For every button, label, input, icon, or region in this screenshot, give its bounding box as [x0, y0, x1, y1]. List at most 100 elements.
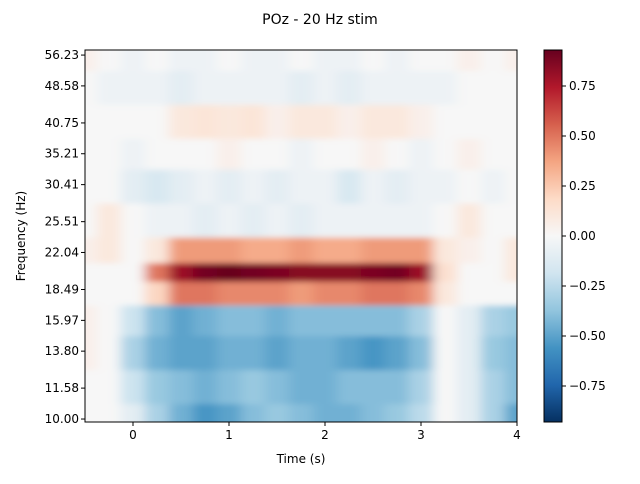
heatmap-cell	[337, 403, 362, 422]
heatmap-cell	[457, 169, 482, 204]
heatmap-cell	[409, 104, 434, 139]
heatmap-cell	[457, 304, 482, 337]
heatmap-cell	[193, 281, 218, 306]
heatmap-cell	[505, 169, 517, 204]
heatmap-cell	[385, 403, 410, 422]
heatmap-cell	[505, 203, 517, 238]
heatmap-cell	[241, 169, 266, 204]
y-axis: 10.00 11.58 13.80 15.97 18.49 22.04 25.51 30.41…	[45, 48, 85, 426]
heatmap-cell	[385, 237, 410, 264]
heatmap-cell	[337, 304, 362, 337]
heatmap-cell	[97, 169, 122, 204]
heatmap-cell	[169, 104, 194, 139]
heatmap-cell	[217, 50, 242, 71]
y-tick-label: 35.21	[45, 147, 79, 161]
heatmap-cell	[409, 262, 434, 282]
colorbar-tick-label: 0.75	[569, 79, 596, 93]
heatmap-cell	[433, 403, 458, 422]
heatmap-cell	[85, 50, 98, 71]
heatmap-cell	[289, 262, 314, 282]
heatmap-cell	[265, 104, 290, 139]
heatmap-cell	[121, 70, 146, 105]
heatmap-cell	[433, 104, 458, 139]
heatmap-cell	[289, 50, 314, 71]
heatmap-cell	[505, 104, 517, 139]
heatmap-cell	[193, 237, 218, 264]
y-axis-label: Frequency (Hz)	[14, 191, 28, 282]
heatmap-cell	[217, 104, 242, 139]
heatmap-cell	[313, 281, 338, 306]
heatmap-cell	[289, 203, 314, 238]
heatmap-cell	[385, 335, 410, 371]
heatmap-cell	[481, 369, 506, 405]
heatmap-cell	[85, 304, 98, 337]
heatmap-cell	[169, 138, 194, 170]
heatmap-cell	[97, 403, 122, 422]
heatmap-cell	[97, 70, 122, 105]
heatmap-cell	[337, 335, 362, 371]
heatmap-cell	[505, 237, 517, 264]
heatmap-cell	[193, 104, 218, 139]
heatmap-cell	[361, 304, 386, 337]
heatmap-cell	[409, 70, 434, 105]
heatmap-cell	[217, 304, 242, 337]
heatmap-cell	[385, 203, 410, 238]
heatmap-cell	[241, 281, 266, 306]
heatmap-cell	[241, 304, 266, 337]
heatmap-cell	[121, 281, 146, 306]
heatmap-cell	[481, 237, 506, 264]
y-tick-label: 13.80	[45, 344, 79, 358]
colorbar-gradient	[543, 49, 563, 423]
heatmap-cell	[385, 169, 410, 204]
heatmap-cell	[337, 237, 362, 264]
colorbar-tick-label: 0.00	[569, 229, 596, 243]
heatmap-cell	[313, 169, 338, 204]
heatmap-cell	[85, 203, 98, 238]
heatmap-cell	[121, 335, 146, 371]
heatmap-cell	[361, 403, 386, 422]
heatmap-cell	[433, 70, 458, 105]
y-tick-label: 48.58	[45, 79, 79, 93]
heatmap-cell	[433, 369, 458, 405]
heatmap-cell	[361, 369, 386, 405]
heatmap-cell	[145, 203, 170, 238]
heatmap-cell	[385, 369, 410, 405]
heatmap-cell	[361, 281, 386, 306]
heatmap-cell	[433, 169, 458, 204]
heatmap-cell	[313, 262, 338, 282]
heatmap-cell	[313, 403, 338, 422]
heatmap-cell	[121, 50, 146, 71]
heatmap-cell	[265, 281, 290, 306]
y-tick-label: 25.51	[45, 215, 79, 229]
heatmap-cell	[361, 104, 386, 139]
y-tick-label: 22.04	[45, 245, 79, 259]
heatmap-cell	[361, 335, 386, 371]
heatmap-cell	[265, 335, 290, 371]
heatmap-cell	[409, 403, 434, 422]
heatmap-cell	[337, 262, 362, 282]
heatmap-cell	[385, 138, 410, 170]
heatmap-cell	[85, 169, 98, 204]
heatmap-cell	[265, 169, 290, 204]
heatmap-cell	[193, 169, 218, 204]
heatmap-cell	[265, 237, 290, 264]
heatmap-cell	[85, 403, 98, 422]
heatmap-cell	[217, 262, 242, 282]
heatmap-cell	[313, 138, 338, 170]
colorbar-tick-label: 0.50	[569, 129, 596, 143]
heatmap-cell	[457, 237, 482, 264]
heatmap-cell	[505, 281, 517, 306]
heatmap-cell	[457, 335, 482, 371]
heatmap-cell	[217, 169, 242, 204]
heatmap-cell	[289, 369, 314, 405]
heatmap-cell	[193, 369, 218, 405]
heatmap-cell	[85, 70, 98, 105]
heatmap-cell	[193, 138, 218, 170]
heatmap-cell	[481, 203, 506, 238]
heatmap-cell	[169, 281, 194, 306]
heatmap-cell	[217, 369, 242, 405]
heatmap-cell	[361, 70, 386, 105]
heatmap-cell	[313, 50, 338, 71]
heatmap-cell	[169, 169, 194, 204]
heatmap-cell	[217, 403, 242, 422]
